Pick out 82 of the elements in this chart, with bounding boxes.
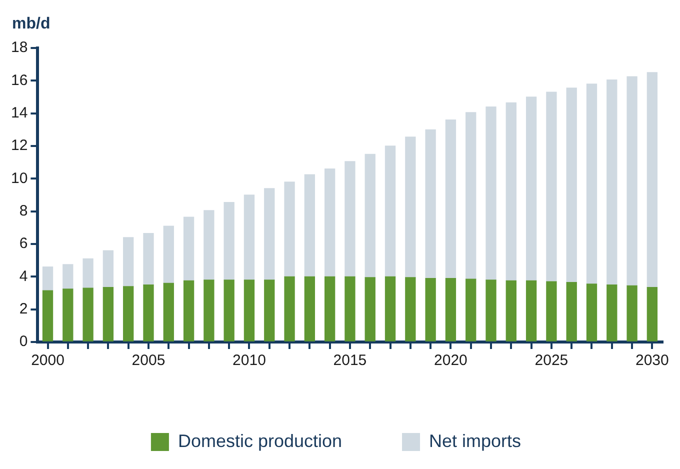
x-tick-label: 2015 (333, 352, 367, 370)
bar (163, 282, 174, 342)
y-tick-label: 16 (10, 72, 28, 89)
x-tick-label: 2030 (636, 352, 669, 370)
x-tick-label: 2025 (534, 352, 568, 370)
y-tick-label: 2 (19, 300, 28, 318)
bar (82, 288, 94, 342)
x-tick-label: 2010 (232, 352, 266, 370)
y-tick-label: 14 (10, 104, 28, 122)
bar (123, 286, 134, 342)
bar (42, 266, 54, 291)
bar (183, 280, 194, 342)
y-tick-label: 10 (10, 170, 28, 187)
bar (102, 286, 114, 342)
bar (264, 188, 275, 280)
x-tick-label: 2020 (434, 352, 468, 370)
y-tick-label: 4 (19, 268, 28, 285)
bar (506, 280, 516, 342)
bar (445, 278, 456, 342)
bar (344, 276, 356, 342)
bar (62, 264, 74, 290)
bar (626, 76, 638, 286)
bar (466, 112, 476, 280)
bar (143, 233, 154, 286)
bar (586, 84, 598, 284)
bar (566, 88, 577, 283)
bar (506, 102, 516, 282)
bar (224, 280, 234, 342)
bar (425, 129, 436, 279)
y-axis-title: mb/d (12, 15, 50, 32)
bar (102, 250, 114, 288)
bar (344, 161, 356, 277)
y-tick-label: 18 (10, 39, 28, 56)
bar (546, 281, 557, 342)
y-tick-label: 12 (10, 137, 28, 154)
bar (204, 280, 214, 342)
bar (364, 277, 376, 342)
bar (244, 280, 255, 342)
x-tick-label: 2000 (31, 352, 64, 370)
bar (586, 284, 598, 342)
bar (646, 72, 658, 288)
bar (284, 182, 295, 277)
bar (304, 276, 316, 342)
bar (183, 216, 194, 282)
bar (264, 280, 275, 342)
y-tick-label: 0 (19, 333, 28, 350)
bar (324, 276, 336, 342)
bar (486, 280, 496, 342)
bar (384, 276, 396, 342)
bar (364, 154, 376, 278)
bar (405, 136, 416, 278)
y-tick-label: 6 (19, 235, 28, 252)
bar (425, 278, 436, 342)
bar (284, 276, 295, 342)
bar (82, 258, 94, 288)
bar (626, 285, 638, 342)
bar (486, 106, 496, 280)
bar (143, 284, 154, 342)
bar (304, 174, 316, 277)
bar (244, 194, 255, 280)
bar (42, 290, 54, 342)
bar (566, 282, 577, 342)
bar (606, 284, 618, 342)
bar (646, 286, 658, 342)
bar (123, 237, 134, 287)
bar (466, 278, 476, 342)
legend-label: Domestic production (178, 430, 342, 451)
bar (163, 226, 174, 284)
bar (445, 120, 456, 279)
bar (204, 210, 214, 280)
bar (526, 96, 537, 282)
bar (526, 280, 537, 342)
bar (546, 92, 557, 282)
bar (324, 168, 336, 277)
bar (384, 146, 396, 277)
x-tick-label: 2005 (132, 352, 166, 370)
bar (606, 80, 618, 286)
bar (62, 288, 74, 342)
bar (224, 202, 234, 280)
legend-label: Net imports (429, 430, 522, 451)
bar (405, 277, 416, 342)
y-tick-label: 8 (19, 202, 28, 220)
